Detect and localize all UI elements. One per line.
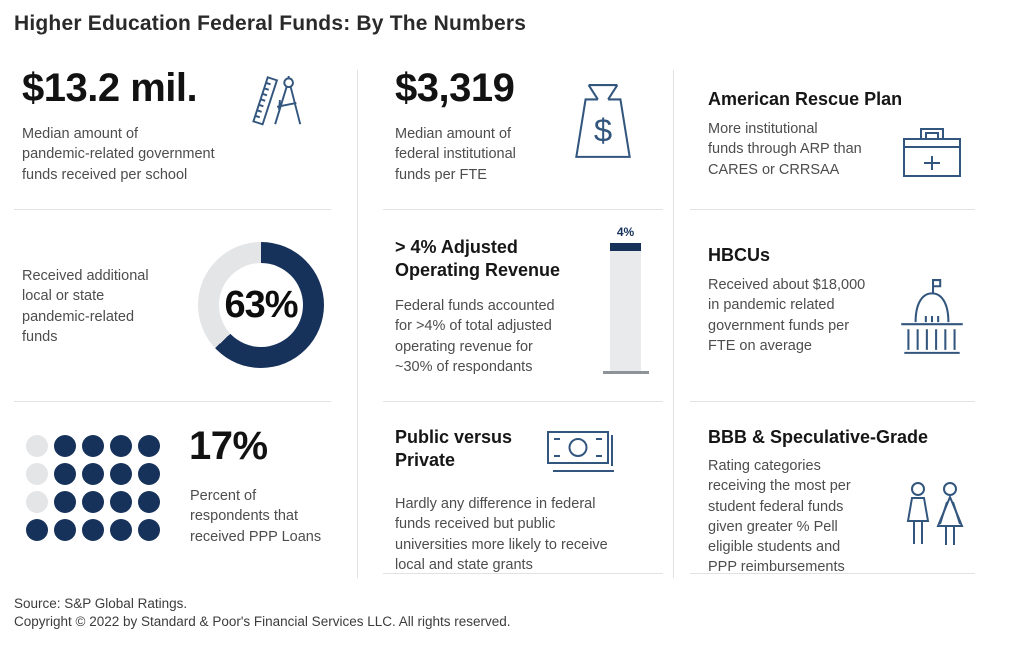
- median-fte-value: $3,319: [395, 66, 515, 110]
- row-divider: [14, 401, 331, 402]
- bbb-body: Rating categories receiving the most per…: [708, 458, 851, 576]
- row-divider: [690, 573, 975, 574]
- row-divider: [690, 209, 975, 210]
- dot: [138, 491, 160, 513]
- svg-text:$: $: [594, 111, 612, 148]
- public-private-heading: Public versus Private: [395, 427, 513, 471]
- dot: [138, 435, 160, 457]
- ppp-value: 17%: [189, 424, 268, 468]
- median-school-desc: Median amount of pandemic-related govern…: [22, 126, 215, 183]
- arp-heading: American Rescue Plan: [708, 89, 903, 109]
- dot: [54, 519, 76, 541]
- dot: [54, 463, 76, 485]
- drafting-tools-icon: [252, 74, 306, 130]
- dot: [110, 519, 132, 541]
- public-private-body: Hardly any difference in federal funds r…: [395, 496, 608, 573]
- aor-heading: > 4% Adjusted Operating Revenue: [395, 237, 561, 281]
- hbcu-heading: HBCUs: [708, 245, 771, 265]
- row-divider: [383, 209, 663, 210]
- bar-baseline: [603, 371, 649, 374]
- row-divider: [690, 401, 975, 402]
- dot: [110, 491, 132, 513]
- footer-source: Source: S&P Global Ratings.: [14, 596, 188, 611]
- ppp-desc: Percent of respondents that received PPP…: [190, 488, 322, 545]
- bar-value-label: 4%: [616, 225, 635, 239]
- aor-body: Federal funds accounted for >4% of total…: [395, 298, 555, 375]
- dot: [82, 435, 104, 457]
- page-title: Higher Education Federal Funds: By The N…: [14, 12, 527, 35]
- dot: [26, 435, 48, 457]
- dot: [26, 491, 48, 513]
- bar-column: [610, 243, 641, 372]
- median-fte-desc: Median amount of federal institutional f…: [395, 126, 516, 183]
- dot: [26, 519, 48, 541]
- dot: [110, 463, 132, 485]
- dot: [138, 519, 160, 541]
- column-divider: [357, 70, 358, 578]
- dot-grid: [26, 435, 160, 541]
- bar-highlight-segment: [610, 243, 641, 251]
- hbcu-body: Received about $18,000 in pandemic relat…: [708, 277, 866, 354]
- median-school-value: $13.2 mil.: [22, 66, 198, 110]
- dot: [26, 463, 48, 485]
- dot: [82, 519, 104, 541]
- dot: [138, 463, 160, 485]
- dot: [110, 435, 132, 457]
- column-divider: [673, 70, 674, 578]
- dot: [82, 463, 104, 485]
- footer-copyright: Copyright © 2022 by Standard & Poor's Fi…: [14, 614, 511, 629]
- dot: [82, 491, 104, 513]
- medical-bag-icon: [902, 126, 962, 178]
- bbb-heading: BBB & Speculative-Grade: [708, 427, 929, 447]
- capitol-building-icon: [899, 277, 965, 357]
- row-divider: [14, 209, 331, 210]
- arp-body: More institutional funds through ARP tha…: [708, 121, 862, 178]
- donut-chart: 63%: [198, 242, 324, 368]
- local-state-desc: Received additional local or state pande…: [22, 268, 149, 345]
- weight-icon: $: [572, 82, 634, 162]
- man-woman-icon: [903, 481, 965, 547]
- row-divider: [383, 573, 663, 574]
- donut-center-label: 63%: [224, 283, 298, 326]
- row-divider: [383, 401, 663, 402]
- donut-hole: 63%: [219, 263, 303, 347]
- banknote-icon: [546, 430, 620, 474]
- dot: [54, 491, 76, 513]
- dot: [54, 435, 76, 457]
